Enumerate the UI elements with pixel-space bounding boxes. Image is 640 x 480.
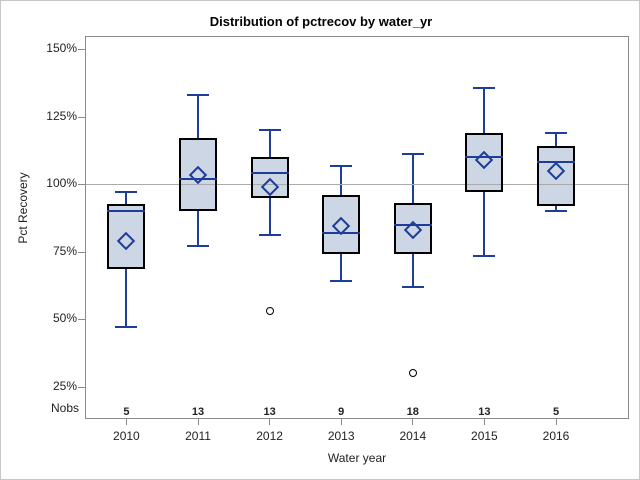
x-tick-mark bbox=[412, 419, 414, 425]
whisker-cap-bottom bbox=[401, 285, 424, 288]
whisker-cap-bottom bbox=[258, 234, 281, 237]
x-tick-mark bbox=[269, 419, 271, 425]
median-line bbox=[250, 172, 289, 175]
whisker-cap-top bbox=[545, 131, 567, 134]
nobs-value: 13 bbox=[263, 406, 276, 418]
outlier-point bbox=[265, 306, 274, 315]
box-fill bbox=[250, 157, 289, 198]
box-outline bbox=[179, 138, 217, 211]
x-tick-label: 2013 bbox=[327, 429, 355, 443]
x-tick-label: 2016 bbox=[542, 429, 570, 443]
x-tick-label: 2014 bbox=[399, 429, 427, 443]
y-tick-label: 100% bbox=[46, 176, 77, 190]
reference-line bbox=[86, 184, 628, 185]
x-tick-mark bbox=[555, 419, 557, 425]
y-tick-mark bbox=[78, 251, 85, 253]
whisker-cap-top bbox=[473, 87, 496, 90]
whisker-cap-top bbox=[115, 191, 138, 194]
box-outline bbox=[393, 202, 432, 255]
box-outline bbox=[322, 194, 361, 255]
nobs-value: 5 bbox=[123, 406, 130, 418]
box-outline bbox=[107, 204, 146, 270]
x-tick-mark bbox=[483, 419, 485, 425]
y-tick-label: 25% bbox=[52, 378, 77, 393]
x-tick-label: 2012 bbox=[256, 429, 283, 443]
x-axis-title: Water year bbox=[327, 451, 387, 465]
median-line bbox=[179, 177, 217, 180]
median-line bbox=[393, 223, 432, 226]
whisker-cap-bottom bbox=[115, 326, 138, 329]
nobs-value: 13 bbox=[191, 406, 205, 418]
x-tick-label: 2010 bbox=[113, 429, 140, 443]
x-tick-mark bbox=[197, 419, 199, 425]
x-tick-label: 2011 bbox=[185, 429, 211, 443]
whisker-cap-top bbox=[401, 153, 424, 156]
y-tick-mark bbox=[78, 49, 85, 50]
y-tick-mark bbox=[78, 184, 85, 185]
box-outline bbox=[250, 157, 289, 198]
box-fill bbox=[393, 202, 432, 255]
box-fill bbox=[107, 204, 146, 270]
median-line bbox=[107, 210, 146, 212]
whisker-cap-bottom bbox=[187, 245, 209, 248]
whisker-cap-top bbox=[330, 165, 353, 168]
y-tick-label: 75% bbox=[52, 243, 77, 258]
y-tick-label: 50% bbox=[52, 311, 77, 325]
median-line bbox=[322, 231, 361, 234]
whisker-cap-bottom bbox=[473, 254, 496, 257]
x-tick-mark bbox=[125, 419, 127, 425]
chart-title: Distribution of pctrecov by water_yr bbox=[209, 14, 433, 29]
nobs-value: 13 bbox=[478, 406, 491, 418]
whisker-cap-bottom bbox=[330, 280, 353, 283]
nobs-value: 9 bbox=[338, 406, 345, 418]
y-tick-label: 125% bbox=[46, 108, 77, 123]
whisker-cap-top bbox=[258, 129, 281, 131]
box-fill bbox=[179, 138, 217, 211]
x-tick-label: 2015 bbox=[471, 429, 498, 443]
median-line bbox=[537, 161, 575, 164]
box-fill bbox=[537, 146, 575, 206]
x-tick-mark bbox=[340, 419, 342, 425]
box-fill bbox=[322, 194, 361, 255]
nobs-row-label: Nobs bbox=[50, 401, 79, 415]
median-line bbox=[465, 156, 504, 158]
nobs-value: 18 bbox=[406, 406, 419, 418]
box-fill bbox=[465, 132, 504, 193]
nobs-value: 5 bbox=[552, 406, 560, 418]
whisker-cap-top bbox=[187, 93, 209, 96]
y-tick-mark bbox=[78, 116, 85, 118]
y-tick-label: 150% bbox=[46, 41, 77, 55]
whisker-cap-bottom bbox=[545, 210, 567, 212]
box-outline bbox=[537, 146, 575, 206]
box-outline bbox=[465, 132, 504, 193]
y-tick-mark bbox=[78, 319, 85, 320]
outlier-point bbox=[408, 369, 417, 377]
y-tick-mark bbox=[78, 386, 85, 388]
